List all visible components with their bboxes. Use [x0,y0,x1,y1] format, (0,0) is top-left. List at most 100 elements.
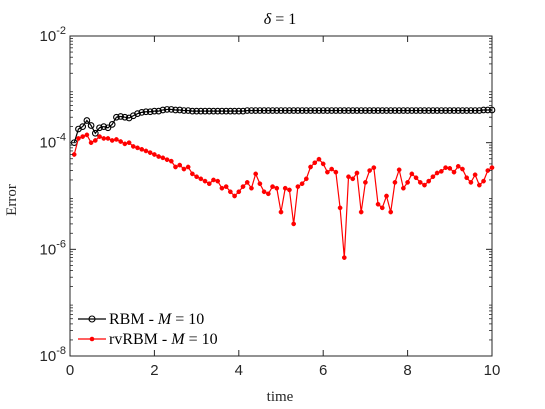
y-tick-label: 10-2 [40,25,66,45]
data-point [202,178,208,184]
data-point [146,108,154,116]
x-tick-label: 8 [403,362,411,379]
data-point [405,180,410,185]
legend-marker [88,315,96,323]
data-point [329,166,334,172]
axis-ticks: 10-8 10-6 10-4 10-2 0 2 4 6 8 10 [40,25,501,379]
plot-area [69,35,496,357]
data-point [155,107,162,115]
data-point [383,107,390,114]
data-point [228,189,233,195]
data-point [430,174,436,180]
data-point [177,162,183,168]
data-point [349,107,357,114]
data-point [185,164,191,170]
data-point [307,107,314,114]
data-point [121,113,129,121]
data-point [447,165,453,171]
data-point [219,185,225,191]
data-point [295,184,301,189]
data-point [79,123,87,130]
series-line [73,134,493,258]
data-point [134,110,141,117]
data-point [84,132,90,138]
data-point [287,187,292,193]
data-point [218,107,226,115]
data-point [433,107,441,114]
data-point [163,106,171,113]
data-point [388,209,394,215]
data-point [439,168,444,174]
data-point [211,177,216,183]
data-point [83,117,91,124]
data-point [426,178,432,184]
data-point [468,180,474,185]
data-point [357,107,365,114]
data-point [422,182,427,188]
x-axis-label: time [267,389,294,405]
data-point [404,107,411,114]
data-point [135,145,140,151]
data-point [176,106,184,114]
data-point [455,163,461,169]
data-point [412,107,420,114]
data-point [231,107,238,115]
data-point [387,107,395,114]
data-point [299,181,305,187]
data-point [198,176,204,182]
data-point [374,107,382,114]
data-point [265,191,271,197]
data-point [173,164,178,170]
data-point [332,107,340,114]
data-point [337,205,343,211]
data-point [312,160,318,166]
data-point [152,152,157,157]
data-point [378,107,386,114]
data-point [87,122,95,129]
data-point [232,193,237,199]
data-point [278,209,284,215]
x-tick-label: 0 [66,362,74,379]
data-point [260,107,268,114]
data-point [363,180,368,185]
data-point [336,107,344,114]
data-point [401,185,406,191]
data-point [459,107,466,114]
data-point [117,113,124,120]
data-point [425,107,433,114]
data-point [303,176,309,182]
data-point [489,165,495,171]
data-point [92,138,98,143]
y-tick-label: 10-4 [40,132,66,152]
data-point [345,107,352,114]
data-point [464,175,470,181]
data-point [417,180,423,185]
data-point [105,136,111,141]
data-point [257,181,263,187]
data-point [413,175,419,181]
data-point [358,209,364,215]
data-point [277,107,285,114]
legend-marker [89,336,95,342]
data-point [97,134,102,139]
data-point [488,106,496,114]
data-point [481,178,486,184]
data-point [244,180,250,185]
data-point [375,201,381,207]
data-point [96,124,103,132]
data-point [253,171,259,177]
data-point [367,168,372,173]
data-point [101,136,107,141]
data-point [291,221,297,227]
data-point [454,107,462,114]
series-line [73,108,492,143]
y-tick-label: 10-8 [40,345,66,365]
data-point [122,141,128,147]
data-point [104,124,112,132]
legend-item: RBM - M = 10 [78,311,204,328]
data-point [294,107,302,114]
data-point [434,170,440,176]
data-point [416,107,424,114]
series-rvrbm [71,132,495,260]
